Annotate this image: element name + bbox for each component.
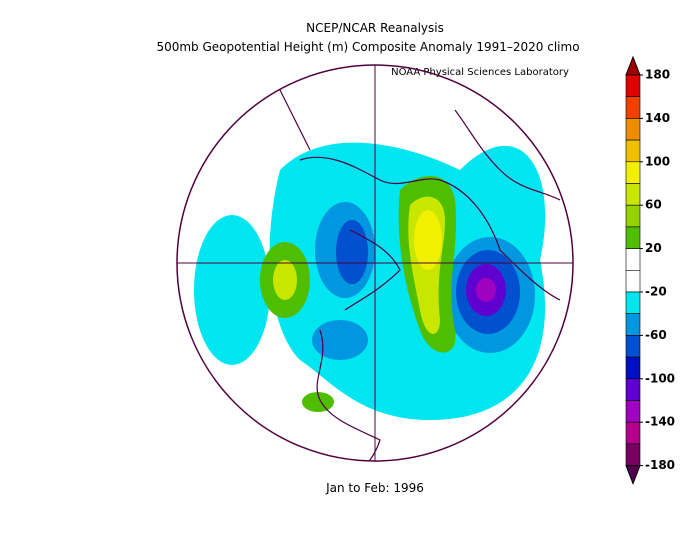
colorbar-swatch (625, 161, 641, 184)
coastlines (279, 89, 561, 461)
credit: NOAA Physical Sciences Laboratory (391, 67, 569, 78)
colorbar-label: 60 (645, 198, 662, 212)
colorbar-label: 100 (645, 154, 670, 168)
footer: Jan to Feb: 1996 (325, 481, 424, 495)
colorbar-label: 20 (645, 241, 662, 255)
colorbar-swatch (625, 248, 641, 271)
colorbar-label: -140 (645, 415, 675, 429)
subtitle: 500mb Geopotential Height (m) Composite … (156, 40, 579, 54)
colorbar-label: -20 (645, 285, 667, 299)
colorbar-label: -100 (645, 371, 675, 385)
colorbar-label: 180 (645, 68, 670, 82)
colorbar: 180 140 100 60 20 -20 -60 -100 -140 -180 (625, 55, 675, 485)
colorbar-swatch (625, 226, 641, 249)
colorbar-swatch (625, 291, 641, 315)
colorbar-swatch (625, 378, 641, 401)
colorbar-swatch (625, 313, 641, 336)
colorbar-label: -60 (645, 328, 667, 342)
colorbar-swatch (625, 443, 641, 466)
title: NCEP/NCAR Reanalysis (306, 21, 444, 35)
colorbar-swatch (625, 204, 641, 228)
colorbar-swatch (625, 400, 641, 423)
anomaly-field (194, 142, 546, 420)
colorbar-swatch (625, 421, 641, 445)
colorbar-label: 140 (645, 111, 670, 125)
colorbar-swatch (625, 118, 641, 141)
colorbar-swatch (625, 269, 641, 293)
colorbar-swatch (625, 183, 641, 206)
colorbar-swatch (625, 74, 641, 98)
colorbar-label: -180 (645, 458, 675, 472)
colorbar-swatch (625, 335, 641, 358)
colorbar-swatch (625, 139, 641, 163)
colorbar-arrow (625, 465, 641, 485)
colorbar-swatch (625, 96, 641, 119)
colorbar-swatch (625, 356, 641, 380)
colorbar-arrow (625, 55, 641, 76)
